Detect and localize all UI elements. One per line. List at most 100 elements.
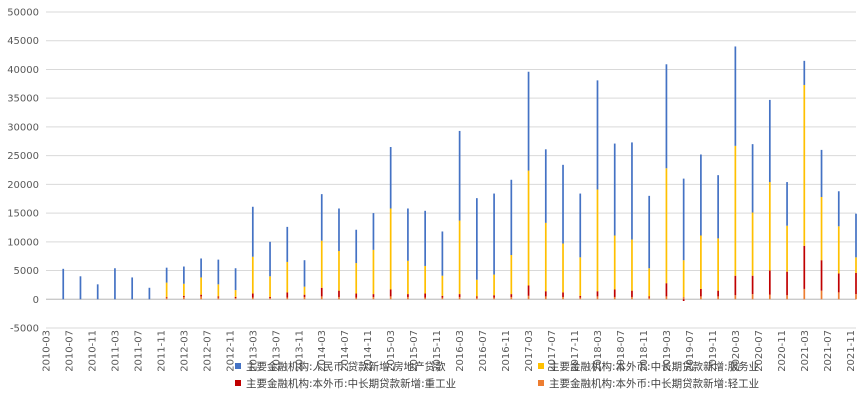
y-tick-label: 15000 — [7, 209, 39, 220]
legend-label: 主要金融机构:本外币:中长期贷款新增:重工业 — [246, 377, 456, 390]
x-tick-labels: 2010-03 2010-07 2010-11 2011-03 2011-07 2011-… — [42, 330, 857, 372]
bar-segment — [700, 235, 702, 289]
bar-segment — [320, 240, 323, 288]
bar-segment — [820, 149, 823, 198]
bar-segment — [183, 295, 185, 297]
bar-segment — [389, 296, 392, 300]
bar-segment — [682, 299, 685, 301]
bar-segment — [217, 284, 220, 297]
bar-segment — [562, 243, 564, 293]
bar-segment — [768, 182, 771, 271]
bar-segment — [855, 213, 857, 258]
bar-segment — [751, 275, 754, 295]
legend-swatch — [538, 363, 544, 369]
bar-segment — [286, 292, 289, 298]
bar-segment — [682, 178, 685, 261]
bar-segment — [700, 288, 702, 297]
bar-segment — [682, 296, 685, 300]
y-tick-label: 40000 — [7, 65, 39, 76]
bar-segment — [510, 255, 513, 295]
bar-segment — [424, 293, 426, 298]
bar-segment — [217, 296, 220, 298]
bar-segment — [734, 46, 737, 146]
x-tick-label: 2012-07 — [202, 330, 213, 372]
bar-segment — [527, 170, 530, 286]
bar-segment — [234, 268, 237, 291]
bar-segment — [613, 143, 616, 236]
bar-segment — [717, 290, 719, 297]
x-tick-label: 2017-11 — [570, 330, 581, 372]
bar-segment — [251, 206, 254, 257]
bar-segment — [476, 198, 478, 280]
bar-segment — [165, 297, 168, 300]
x-tick-label: 2018-07 — [616, 330, 627, 372]
bar-segment — [338, 208, 340, 252]
bar-segment — [734, 275, 737, 296]
x-tick-label: 2019-03 — [662, 330, 673, 372]
y-tick-label: 35000 — [7, 94, 39, 105]
bar-segment — [648, 195, 651, 269]
bar-segment — [855, 294, 857, 300]
legend-label: 主要金融机构:本外币:中长期贷款新增:轻工业 — [549, 377, 759, 390]
bar-segment — [165, 267, 168, 283]
x-tick-label: 2020-07 — [754, 330, 765, 372]
bar-segment — [665, 296, 668, 300]
bar-segment — [579, 257, 582, 296]
bar-segment — [389, 208, 392, 290]
x-tick-label: 2013-07 — [271, 330, 282, 372]
bar-segment — [286, 297, 289, 300]
bar-segment — [717, 238, 719, 291]
x-tick-label: 2010-03 — [42, 330, 53, 372]
bar-segment — [596, 291, 599, 297]
bar-segment — [648, 297, 651, 300]
x-tick-label: 2017-07 — [547, 330, 558, 372]
bar-segment — [372, 296, 375, 300]
bar-segment — [665, 64, 668, 169]
bar-segment — [837, 226, 840, 274]
x-tick-label: 2014-11 — [363, 330, 374, 372]
bar-segment — [476, 297, 478, 300]
bar-segment — [372, 213, 375, 250]
legend-swatch — [235, 363, 241, 369]
y-tick-label: 0 — [33, 295, 39, 306]
bar-segment — [820, 290, 823, 300]
bar-segment — [234, 296, 237, 299]
bar-segment — [510, 296, 513, 300]
bar-segment — [96, 284, 99, 300]
bar-segment — [544, 222, 547, 292]
bar-segment — [476, 296, 478, 298]
bar-segment — [855, 272, 857, 295]
legend-swatch — [538, 380, 544, 386]
bar-segment — [493, 297, 495, 300]
bar-segment — [803, 245, 806, 289]
bar-segment — [768, 99, 771, 183]
x-tick-label: 2013-11 — [294, 330, 305, 372]
bar-segment — [734, 145, 737, 276]
x-tick-label: 2015-03 — [386, 330, 397, 372]
x-tick-label: 2021-03 — [800, 330, 811, 372]
bar-segment — [286, 261, 289, 293]
bar-segment — [165, 282, 168, 297]
bar-segment — [717, 296, 719, 300]
bar-segment — [476, 279, 478, 297]
bar-segment — [458, 296, 461, 300]
bar-segment — [613, 289, 616, 297]
bar-segment — [562, 296, 564, 300]
bar-segment — [648, 268, 651, 297]
bar-segment — [424, 210, 426, 266]
bar-segment — [837, 191, 840, 227]
bars — [62, 46, 857, 301]
y-tick-label: 20000 — [7, 180, 39, 191]
bar-segment — [269, 276, 271, 297]
bar-segment — [269, 241, 271, 277]
bar-segment — [648, 296, 651, 298]
x-tick-label: 2019-07 — [685, 330, 696, 372]
bar-segment — [786, 295, 788, 300]
y-tick-label: 25000 — [7, 151, 39, 162]
bar-segment — [665, 283, 668, 297]
x-tick-label: 2013-03 — [248, 330, 259, 372]
bar-segment — [251, 297, 254, 300]
bar-segment — [183, 283, 185, 296]
